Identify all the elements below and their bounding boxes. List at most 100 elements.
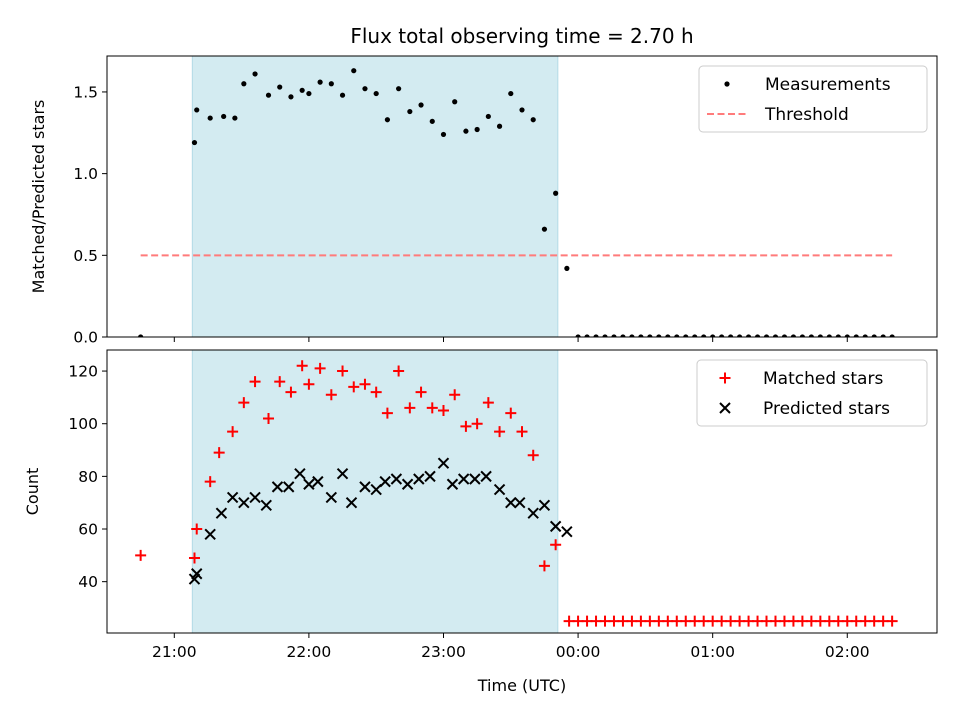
chart-title: Flux total observing time = 2.70 h [350, 24, 693, 48]
series-0-0 [138, 68, 895, 337]
data-point [463, 128, 469, 134]
data-point [835, 334, 841, 337]
legend-box [698, 65, 928, 133]
data-point [519, 107, 525, 113]
x-tick-label: 01:00 [690, 643, 735, 661]
data-point [505, 407, 517, 419]
data-point [564, 265, 570, 271]
x-tick-label: 23:00 [421, 643, 466, 661]
observing-span [191, 55, 559, 338]
data-point [647, 334, 653, 337]
data-point [745, 334, 752, 337]
data-point [763, 334, 770, 337]
y-tick-label: 100 [68, 415, 98, 433]
data-point [656, 334, 662, 337]
data-point [418, 102, 424, 108]
data-point [692, 334, 698, 337]
data-point [213, 447, 225, 459]
data-point [538, 560, 550, 572]
data-point [265, 92, 272, 98]
data-point [370, 483, 382, 496]
data-point [437, 457, 450, 469]
data-point [593, 334, 599, 337]
data-point [299, 87, 305, 93]
data-point [379, 475, 391, 488]
data-point [303, 478, 315, 490]
data-point [317, 79, 323, 85]
legend-entry: Matched stars [719, 369, 883, 389]
data-point [602, 334, 608, 337]
data-point [404, 402, 416, 414]
data-point [249, 491, 261, 504]
data-point [853, 334, 859, 337]
data-point [871, 334, 877, 337]
y-tick-label: 60 [78, 521, 98, 539]
data-point [880, 334, 886, 337]
data-point [480, 470, 492, 483]
legend-entry: Threshold [707, 105, 849, 125]
data-point [381, 407, 393, 419]
data-point [485, 113, 491, 120]
series-1-1 [188, 457, 573, 585]
axes-frame [106, 55, 938, 338]
data-point [549, 520, 562, 533]
y-tick-label: 1.5 [73, 83, 98, 101]
data-point [204, 476, 216, 488]
data-point [138, 334, 144, 337]
data-point [407, 108, 413, 115]
x-tick-label: 00:00 [556, 643, 601, 661]
plot-area [138, 68, 895, 337]
data-point [790, 334, 797, 337]
legend: Measurements Threshold [698, 65, 928, 133]
data-point [345, 496, 358, 509]
data-point [460, 420, 472, 432]
data-point [393, 365, 405, 377]
data-point [754, 334, 761, 337]
data-point [325, 389, 337, 401]
data-point [277, 84, 283, 90]
data-point [191, 139, 198, 146]
data-point [844, 334, 850, 337]
data-point [474, 126, 480, 133]
x-tick-label: 02:00 [825, 643, 870, 661]
data-point [401, 478, 414, 490]
data-point [348, 381, 360, 393]
y-axis-label: Matched/Predicted stars [29, 100, 48, 294]
x-tick-label: 22:00 [287, 643, 332, 661]
data-point [440, 131, 447, 138]
data-point [238, 496, 250, 509]
data-point [359, 481, 371, 493]
data-point [553, 190, 559, 196]
legend-entry: Predicted stars [719, 399, 890, 419]
data-point [665, 334, 671, 337]
data-point [207, 115, 213, 121]
data-point [204, 528, 216, 540]
data-point [260, 499, 272, 512]
data-point [446, 478, 459, 490]
legend-marker [719, 372, 731, 384]
y-tick-label: 1.0 [73, 165, 98, 183]
data-point [728, 334, 734, 337]
data-point [538, 499, 551, 512]
data-point [701, 334, 707, 337]
data-point [629, 334, 635, 337]
data-point [384, 117, 391, 123]
data-point [227, 426, 239, 438]
data-point [306, 90, 312, 97]
data-point [194, 107, 200, 113]
data-point [469, 473, 481, 485]
y-tick-label: 40 [78, 573, 98, 591]
data-point [452, 99, 458, 105]
data-point [314, 362, 326, 374]
data-point [215, 507, 228, 519]
data-point [561, 525, 573, 538]
data-point [584, 334, 590, 337]
data-point [252, 71, 258, 77]
x-tick-label: 21:00 [152, 643, 197, 661]
data-point [285, 386, 297, 398]
series-1-0 [135, 360, 898, 627]
data-point [232, 115, 238, 121]
legend-label: Matched stars [763, 369, 883, 389]
data-point [238, 397, 250, 409]
